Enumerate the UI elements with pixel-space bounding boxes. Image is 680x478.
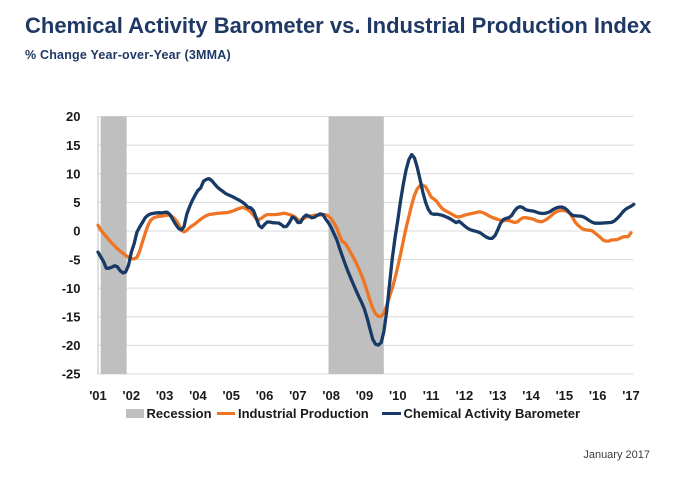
recession-band-2 bbox=[328, 116, 384, 374]
x-tick-label-2008: '08 bbox=[322, 388, 340, 403]
cab-swatch-icon bbox=[382, 412, 401, 415]
x-tick-label-2009: '09 bbox=[356, 388, 374, 403]
x-tick-label-2014: '14 bbox=[522, 388, 540, 403]
legend-label-cab: Chemical Activity Barometer bbox=[403, 406, 581, 421]
y-tick-label-0: 0 bbox=[73, 224, 80, 239]
x-tick-label-2010: '10 bbox=[389, 388, 407, 403]
x-tick-label-2001: '01 bbox=[89, 388, 107, 403]
y-tick-label-15: 15 bbox=[66, 138, 80, 153]
x-tick-label-2011: '11 bbox=[423, 388, 440, 403]
y-tick-label-5: 5 bbox=[73, 195, 80, 210]
x-tick-label-2006: '06 bbox=[256, 388, 274, 403]
x-tick-label-2003: '03 bbox=[156, 388, 174, 403]
legend-label-recession: Recession bbox=[146, 406, 212, 421]
legend-item-recession: Recession bbox=[126, 405, 212, 422]
series-line-chemical-activity-barometer bbox=[96, 152, 636, 347]
legend-item-industrial-production: Industrial Production bbox=[216, 405, 369, 422]
chart-title: Chemical Activity Barometer vs. Industri… bbox=[25, 13, 652, 38]
industrial-production-swatch-icon bbox=[216, 412, 235, 415]
y-tick-label--5: -5 bbox=[69, 252, 81, 267]
y-tick-label-20: 20 bbox=[66, 109, 80, 124]
legend-label-industrial-production: Industrial Production bbox=[238, 406, 369, 421]
x-tick-label-2004: '04 bbox=[189, 388, 207, 403]
x-tick-label-2002: '02 bbox=[123, 388, 141, 403]
y-tick-label-10: 10 bbox=[66, 166, 80, 181]
x-tick-label-2016: '16 bbox=[589, 388, 607, 403]
recession-swatch-icon bbox=[126, 409, 144, 418]
y-tick-label--25: -25 bbox=[62, 367, 81, 382]
y-tick-label--15: -15 bbox=[62, 309, 81, 324]
x-tick-label-2013: '13 bbox=[489, 388, 507, 403]
y-tick-label--10: -10 bbox=[62, 281, 81, 296]
y-tick-label--20: -20 bbox=[62, 338, 81, 353]
chart-subtitle: % Change Year-over-Year (3MMA) bbox=[25, 48, 231, 62]
x-tick-label-2007: '07 bbox=[289, 388, 307, 403]
report-date: January 2017 bbox=[583, 449, 650, 461]
x-tick-label-2005: '05 bbox=[222, 388, 240, 403]
x-tick-label-2012: '12 bbox=[456, 388, 474, 403]
x-tick-label-2015: '15 bbox=[556, 388, 574, 403]
series-line-industrial-production bbox=[96, 183, 633, 319]
legend-item-cab: Chemical Activity Barometer bbox=[382, 405, 580, 422]
x-tick-label-2017: '17 bbox=[622, 388, 640, 403]
